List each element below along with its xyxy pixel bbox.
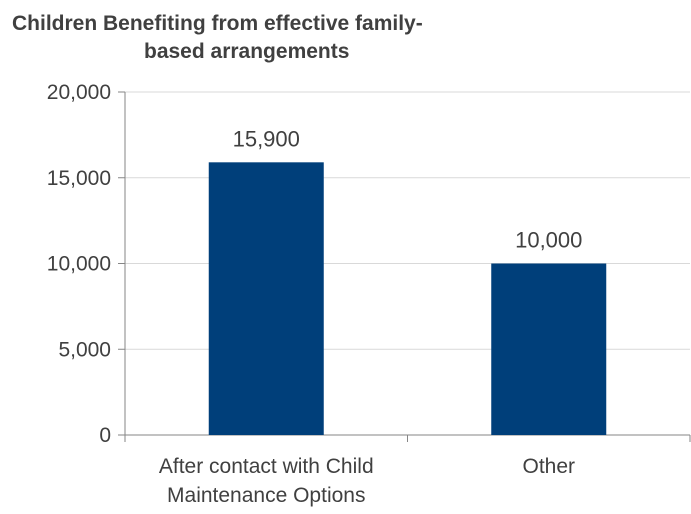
chart-title-line-1: Children Benefiting from effective famil… (12, 12, 423, 35)
bars (208, 162, 607, 435)
y-tick-label: 20,000 (47, 81, 111, 104)
y-tick-label: 0 (99, 424, 111, 447)
labels: 0 5,000 10,000 15,000 20,000 15,900 After cont… (47, 81, 583, 507)
chart-title: Children Benefiting from effective famil… (12, 12, 423, 63)
y-tick-label: 15,000 (47, 167, 111, 190)
x-category-label: Other (522, 455, 575, 478)
y-tick-label: 5,000 (58, 338, 111, 361)
chart-title-line-2: based arrangements (144, 40, 349, 63)
bar (491, 263, 607, 435)
bar (208, 162, 324, 435)
x-category-label: Maintenance Options (167, 484, 365, 507)
x-category-label: After contact with Child (159, 455, 374, 478)
data-label: 15,900 (233, 126, 300, 151)
data-label: 10,000 (515, 228, 582, 253)
y-tick-label: 10,000 (47, 253, 111, 276)
